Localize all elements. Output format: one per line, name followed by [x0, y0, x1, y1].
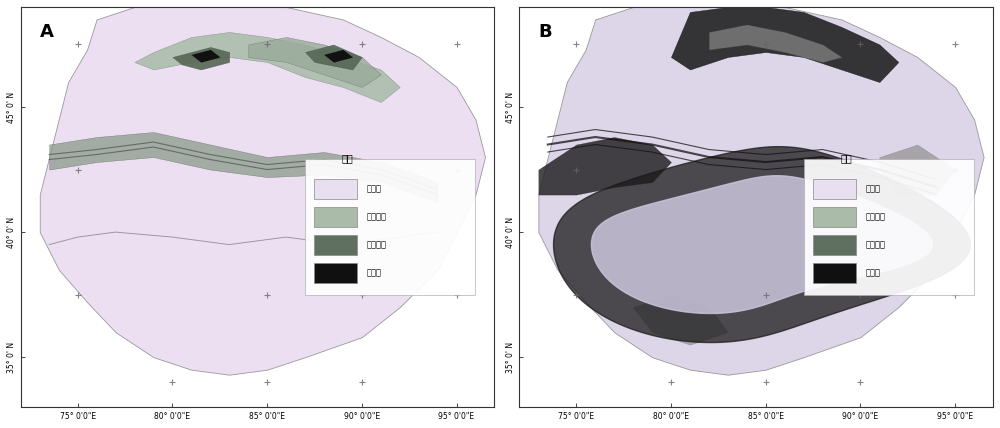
Bar: [813, 207, 856, 227]
Text: B: B: [538, 23, 552, 41]
Text: 高风险: 高风险: [865, 269, 880, 278]
Bar: [813, 235, 856, 255]
FancyBboxPatch shape: [305, 159, 475, 295]
Text: 中等偏低: 中等偏低: [367, 213, 387, 222]
Text: 高风险: 高风险: [367, 269, 382, 278]
Bar: [314, 263, 357, 283]
Bar: [813, 263, 856, 283]
Text: 中等偏低: 中等偏低: [865, 213, 885, 222]
Text: 图例: 图例: [342, 153, 353, 163]
Text: 图例: 图例: [840, 153, 852, 163]
Text: 低风险: 低风险: [865, 184, 880, 193]
Bar: [813, 179, 856, 199]
FancyBboxPatch shape: [804, 159, 974, 295]
Polygon shape: [591, 176, 932, 313]
Polygon shape: [554, 147, 970, 342]
Text: 中等偏高: 中等偏高: [367, 241, 387, 250]
Bar: [314, 235, 357, 255]
Bar: [314, 207, 357, 227]
Text: A: A: [40, 23, 54, 41]
Text: 中等偏高: 中等偏高: [865, 241, 885, 250]
Bar: [314, 179, 357, 199]
Text: 低风险: 低风险: [367, 184, 382, 193]
